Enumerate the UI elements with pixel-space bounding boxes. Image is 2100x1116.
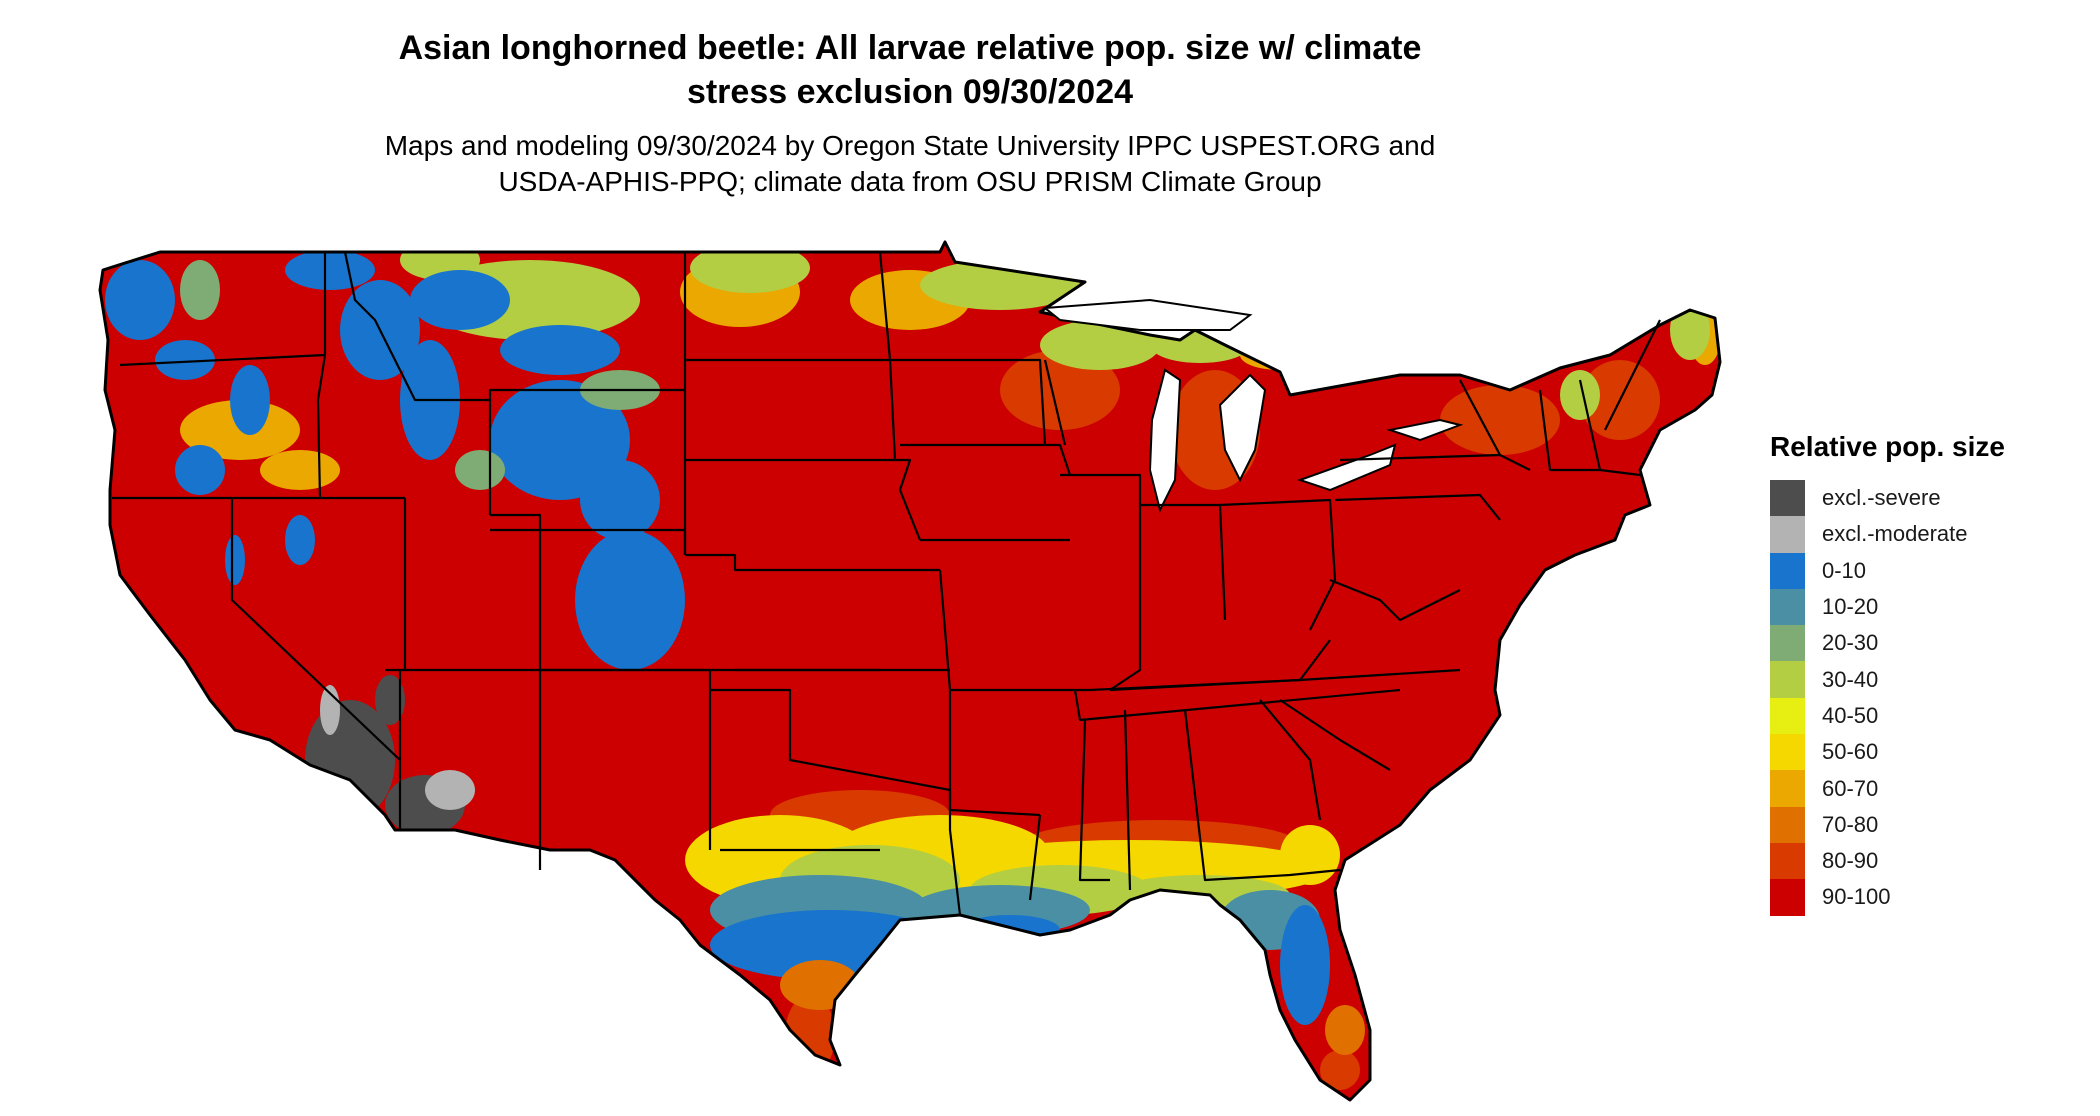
legend-swatch xyxy=(1770,697,1805,735)
legend-label: excl.-moderate xyxy=(1822,521,1968,547)
legend-label: 0-10 xyxy=(1822,557,1867,583)
legend-label: 60-70 xyxy=(1822,775,1879,801)
legend-swatch xyxy=(1770,480,1805,517)
map-title-line-2: stress exclusion 09/30/2024 xyxy=(686,73,1134,111)
legend-label: 80-90 xyxy=(1822,848,1879,874)
legend-item: excl.-severe xyxy=(1770,480,2070,517)
legend-label: 90-100 xyxy=(1822,884,1891,910)
legend-swatch xyxy=(1770,661,1805,698)
legend-item: 10-20 xyxy=(1770,588,2070,626)
legend-item: 70-80 xyxy=(1770,806,2070,843)
legend-items: excl.-severe excl.-moderate 0-10 10-20 20-30… xyxy=(1770,480,2070,916)
legend-item: 40-50 xyxy=(1770,697,2070,735)
legend-swatch xyxy=(1770,734,1805,771)
legend-label: excl.-severe xyxy=(1822,485,1941,511)
map-subtitle-line-2: USDA-APHIS-PPQ; climate data from OSU PR… xyxy=(498,166,1322,197)
map-subtitle-line-1: Maps and modeling 09/30/2024 by Oregon S… xyxy=(384,130,1436,161)
legend-title: Relative pop. size xyxy=(1770,431,2005,462)
legend-item: 0-10 xyxy=(1770,552,2070,589)
legend-label: 50-60 xyxy=(1822,739,1879,765)
legend-item: 50-60 xyxy=(1770,734,2070,771)
legend-item: 90-100 xyxy=(1770,879,2070,916)
legend-swatch xyxy=(1770,842,1805,880)
legend-item: 80-90 xyxy=(1770,842,2070,880)
legend-swatch xyxy=(1770,806,1805,843)
us-heat-map xyxy=(98,240,1722,1102)
legend: Relative pop. size excl.-severe excl.-mod… xyxy=(1770,430,2070,916)
legend-item: 20-30 xyxy=(1770,625,2070,662)
legend-label: 30-40 xyxy=(1822,666,1879,692)
legend-swatch xyxy=(1770,516,1805,553)
legend-label: 20-30 xyxy=(1822,630,1879,656)
legend-label: 70-80 xyxy=(1822,811,1879,837)
legend-label: 10-20 xyxy=(1822,594,1879,620)
legend-label: 40-50 xyxy=(1822,702,1879,728)
legend-swatch xyxy=(1770,770,1805,807)
legend-swatch xyxy=(1770,625,1805,662)
legend-item: excl.-moderate xyxy=(1770,516,2070,553)
legend-item: 60-70 xyxy=(1770,770,2070,807)
map-title-line-1: Asian longhorned beetle: All larvae rela… xyxy=(398,29,1422,67)
legend-swatch xyxy=(1770,879,1805,916)
legend-swatch xyxy=(1770,588,1805,626)
legend-item: 30-40 xyxy=(1770,661,2070,698)
legend-swatch xyxy=(1770,552,1805,589)
